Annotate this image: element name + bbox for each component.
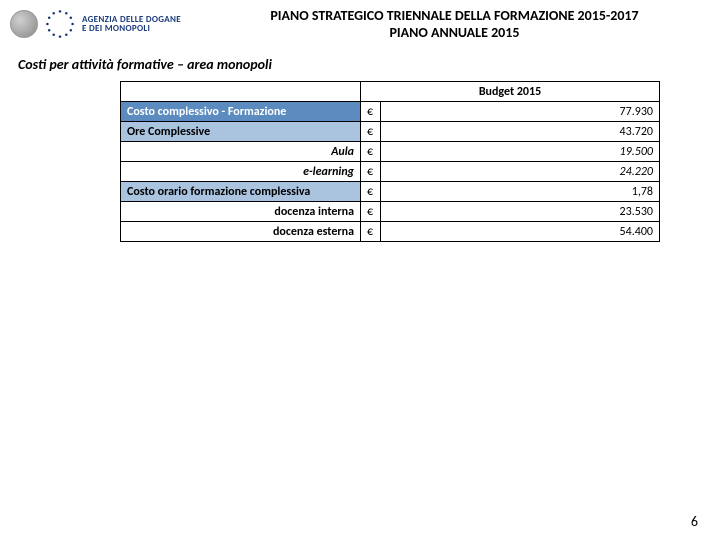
table-row: e-learning€24.220 <box>121 162 660 182</box>
row-value: 43.720 <box>381 122 660 142</box>
row-label: Ore Complessive <box>121 122 361 142</box>
budget-table: Budget 2015 Costo complessivo - Formazio… <box>120 81 660 242</box>
row-currency: € <box>361 162 381 182</box>
row-currency: € <box>361 142 381 162</box>
row-label: Aula <box>121 142 361 162</box>
row-label: docenza esterna <box>121 222 361 242</box>
row-value: 54.400 <box>381 222 660 242</box>
row-label: docenza interna <box>121 202 361 222</box>
header: AGENZIA DELLE DOGANE E DEI MONOPOLI PIAN… <box>0 0 720 42</box>
title-line1: PIANO STRATEGICO TRIENNALE DELLA FORMAZI… <box>199 7 710 24</box>
title-block: PIANO STRATEGICO TRIENNALE DELLA FORMAZI… <box>189 7 710 41</box>
row-currency: € <box>361 222 381 242</box>
agency-name: AGENZIA DELLE DOGANE E DEI MONOPOLI <box>82 15 181 33</box>
row-currency: € <box>361 122 381 142</box>
row-value: 23.530 <box>381 202 660 222</box>
emblem-icon <box>10 10 38 38</box>
row-currency: € <box>361 182 381 202</box>
table-row: Ore Complessive€43.720 <box>121 122 660 142</box>
page-number: 6 <box>691 513 698 530</box>
agency-line2: E DEI MONOPOLI <box>82 24 181 33</box>
table-row: Costo complessivo - Formazione€77.930 <box>121 102 660 122</box>
row-label: e-learning <box>121 162 361 182</box>
row-currency: € <box>361 102 381 122</box>
header-empty <box>121 82 361 102</box>
table-container: Budget 2015 Costo complessivo - Formazio… <box>0 81 720 242</box>
table-header-row: Budget 2015 <box>121 82 660 102</box>
subtitle: Costi per attività formative – area mono… <box>0 42 720 81</box>
table-row: docenza interna€23.530 <box>121 202 660 222</box>
table-row: Aula€19.500 <box>121 142 660 162</box>
row-value: 77.930 <box>381 102 660 122</box>
row-value: 19.500 <box>381 142 660 162</box>
row-label: Costo complessivo - Formazione <box>121 102 361 122</box>
eu-stars-icon <box>42 6 78 42</box>
row-value: 1,78 <box>381 182 660 202</box>
row-label: Costo orario formazione complessiva <box>121 182 361 202</box>
header-budget: Budget 2015 <box>361 82 660 102</box>
title-line2: PIANO ANNUALE 2015 <box>199 24 710 41</box>
logo-block: AGENZIA DELLE DOGANE E DEI MONOPOLI <box>10 6 181 42</box>
table-row: docenza esterna€54.400 <box>121 222 660 242</box>
row-value: 24.220 <box>381 162 660 182</box>
table-row: Costo orario formazione complessiva€1,78 <box>121 182 660 202</box>
row-currency: € <box>361 202 381 222</box>
